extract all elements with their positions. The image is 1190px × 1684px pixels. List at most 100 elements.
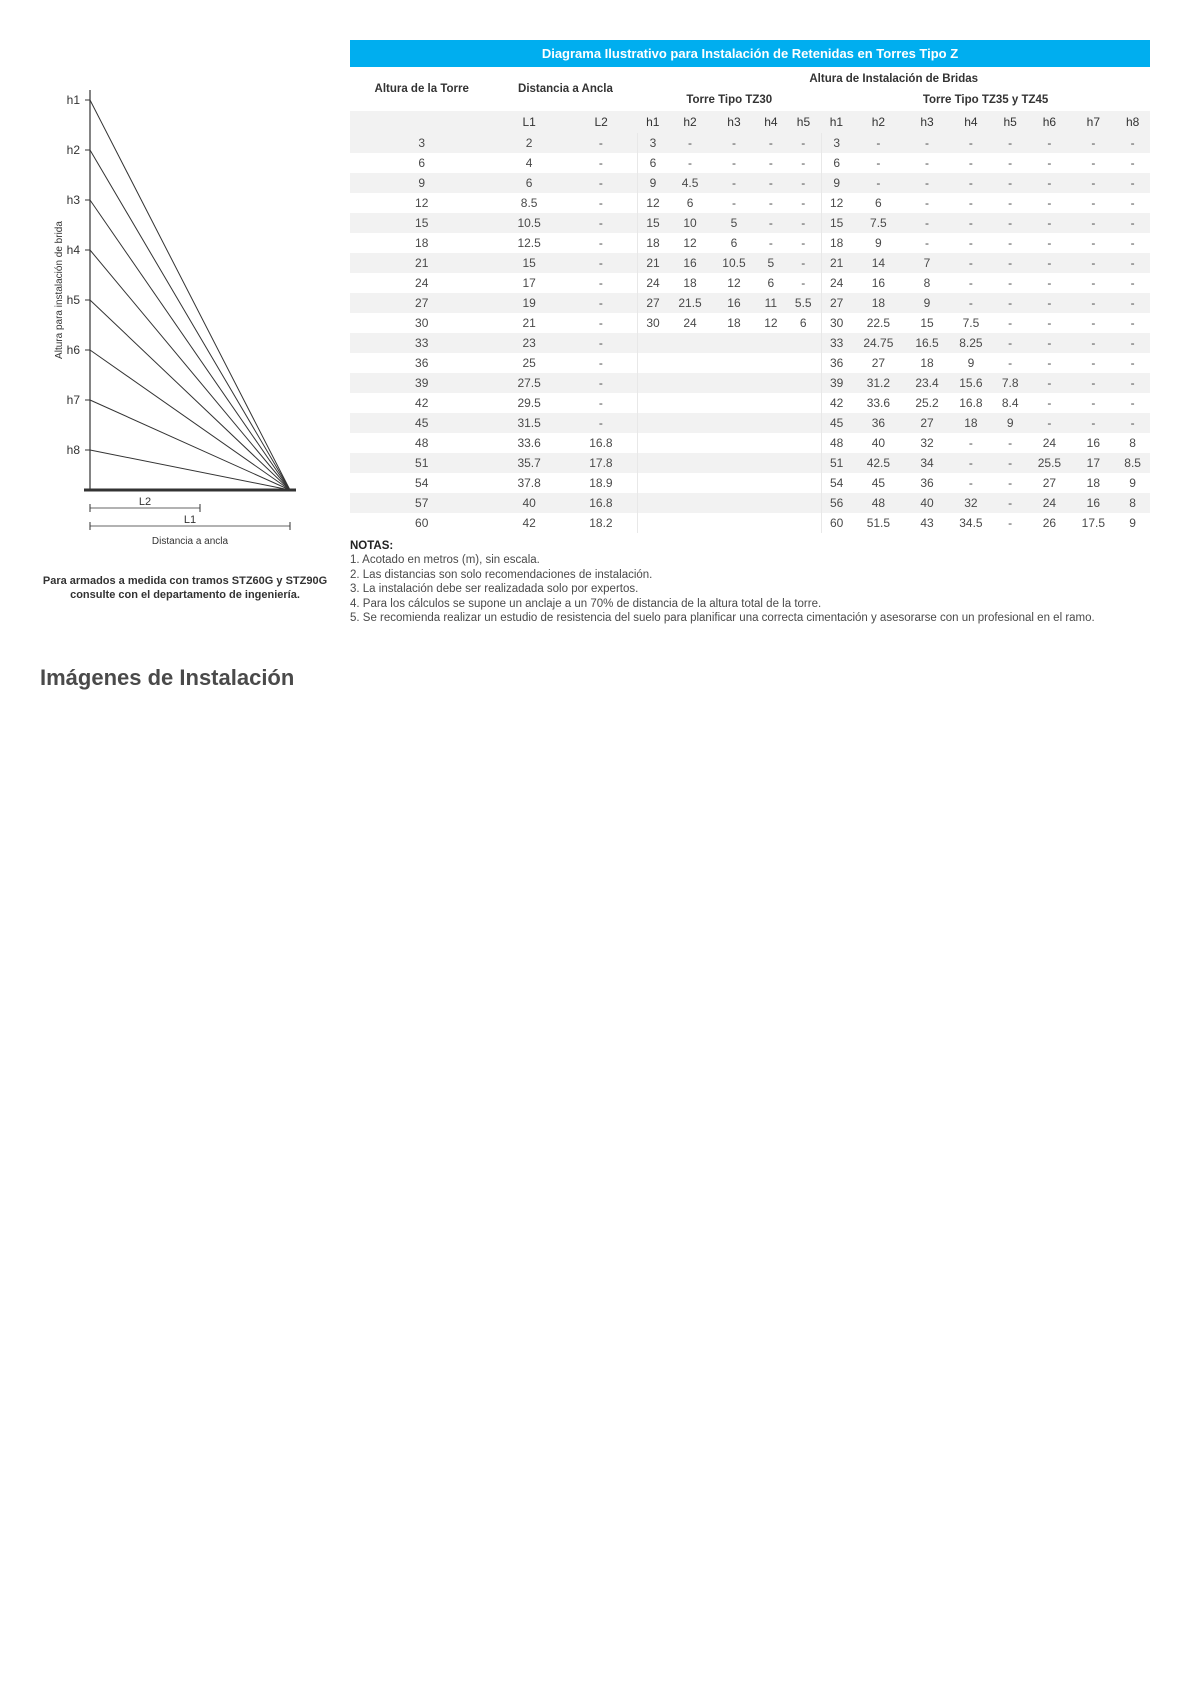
table-row: 574016.856484032-24168 <box>350 493 1150 513</box>
table-cell <box>756 433 786 453</box>
th-tz30: Torre Tipo TZ30 <box>637 91 821 111</box>
table-cell <box>637 333 668 353</box>
table-cell: 16.5 <box>905 333 949 353</box>
table-cell: 21 <box>350 253 493 273</box>
table-cell <box>786 493 821 513</box>
table-cell: - <box>993 473 1028 493</box>
table-cell: 7.5 <box>949 313 993 333</box>
svg-text:Distancia a ancla: Distancia a ancla <box>152 536 229 547</box>
table-cell: - <box>993 493 1028 513</box>
table-cell: - <box>993 293 1028 313</box>
table-cell: 16 <box>1071 493 1115 513</box>
table-cell <box>668 393 712 413</box>
table-cell: 7 <box>905 253 949 273</box>
table-cell: 25.5 <box>1027 453 1071 473</box>
table-cell: - <box>993 273 1028 293</box>
table-cell: 42 <box>821 393 852 413</box>
table-cell: - <box>905 133 949 153</box>
table-row: 4833.616.8484032--24168 <box>350 433 1150 453</box>
table-cell: 8.4 <box>993 393 1028 413</box>
table-cell: - <box>756 233 786 253</box>
table-cell: 40 <box>905 493 949 513</box>
th-col: L2 <box>565 111 638 133</box>
table-cell: - <box>1115 273 1150 293</box>
table-cell: 27 <box>852 353 905 373</box>
table-cell: - <box>1071 313 1115 333</box>
table-cell: - <box>949 293 993 313</box>
table-cell <box>668 473 712 493</box>
table-cell: - <box>1027 253 1071 273</box>
table-cell: - <box>756 153 786 173</box>
table-cell: - <box>1071 353 1115 373</box>
table-cell: - <box>1027 333 1071 353</box>
table-cell: 60 <box>821 513 852 533</box>
table-cell: - <box>1027 153 1071 173</box>
table-cell: 18 <box>637 233 668 253</box>
table-cell: 4.5 <box>668 173 712 193</box>
table-cell <box>756 493 786 513</box>
table-cell <box>712 373 756 393</box>
table-cell: 3 <box>350 133 493 153</box>
table-cell: 10.5 <box>493 213 564 233</box>
table-cell: - <box>949 213 993 233</box>
table-cell: 30 <box>821 313 852 333</box>
table-cell <box>712 473 756 493</box>
table-cell <box>756 473 786 493</box>
table-cell: - <box>1071 333 1115 353</box>
table-cell: 9 <box>993 413 1028 433</box>
table-cell: - <box>949 193 993 213</box>
table-cell <box>712 393 756 413</box>
table-cell: - <box>1027 133 1071 153</box>
table-cell: 27.5 <box>493 373 564 393</box>
table-cell: 6 <box>786 313 821 333</box>
table-cell: - <box>993 453 1028 473</box>
table-cell: 34.5 <box>949 513 993 533</box>
table-cell: - <box>993 213 1028 233</box>
table-cell: - <box>993 173 1028 193</box>
table-cell: 18 <box>905 353 949 373</box>
table-cell: - <box>949 273 993 293</box>
table-cell <box>637 493 668 513</box>
table-cell: - <box>993 133 1028 153</box>
table-cell: - <box>786 253 821 273</box>
table-cell: 9 <box>637 173 668 193</box>
note-item: 2. Las distancias son solo recomendacion… <box>350 568 1150 582</box>
table-cell: 37.8 <box>493 473 564 493</box>
table-cell: 31.2 <box>852 373 905 393</box>
svg-text:L2: L2 <box>139 496 151 508</box>
table-cell <box>756 333 786 353</box>
table-cell: 30 <box>350 313 493 333</box>
table-cell: 12.5 <box>493 233 564 253</box>
table-cell: - <box>1071 153 1115 173</box>
table-cell: 39 <box>821 373 852 393</box>
table-cell: - <box>949 253 993 273</box>
table-cell: 29.5 <box>493 393 564 413</box>
table-cell: - <box>786 173 821 193</box>
guy-wire-diagram: h1h2h3h4h5h6h7h8L2L1Distancia a anclaAlt… <box>50 80 320 560</box>
table-cell: 12 <box>637 193 668 213</box>
table-cell: - <box>1027 193 1071 213</box>
table-cell: 3 <box>637 133 668 153</box>
table-cell: - <box>565 313 638 333</box>
th-col: h4 <box>756 111 786 133</box>
table-cell: - <box>565 193 638 213</box>
table-cell: 21 <box>637 253 668 273</box>
table-cell: - <box>565 253 638 273</box>
table-cell <box>786 373 821 393</box>
table-cell <box>786 353 821 373</box>
table-cell: - <box>1071 273 1115 293</box>
table-cell: - <box>852 173 905 193</box>
table-cell: - <box>993 193 1028 213</box>
table-cell: - <box>565 413 638 433</box>
table-cell: 27 <box>905 413 949 433</box>
table-row: 3927.5-3931.223.415.67.8--- <box>350 373 1150 393</box>
table-cell <box>668 333 712 353</box>
table-cell: 45 <box>821 413 852 433</box>
table-cell <box>756 373 786 393</box>
table-cell: 33 <box>350 333 493 353</box>
table-cell: 6 <box>852 193 905 213</box>
table-cell: 40 <box>852 433 905 453</box>
table-cell: 27 <box>821 293 852 313</box>
table-cell: - <box>949 173 993 193</box>
table-cell <box>637 393 668 413</box>
